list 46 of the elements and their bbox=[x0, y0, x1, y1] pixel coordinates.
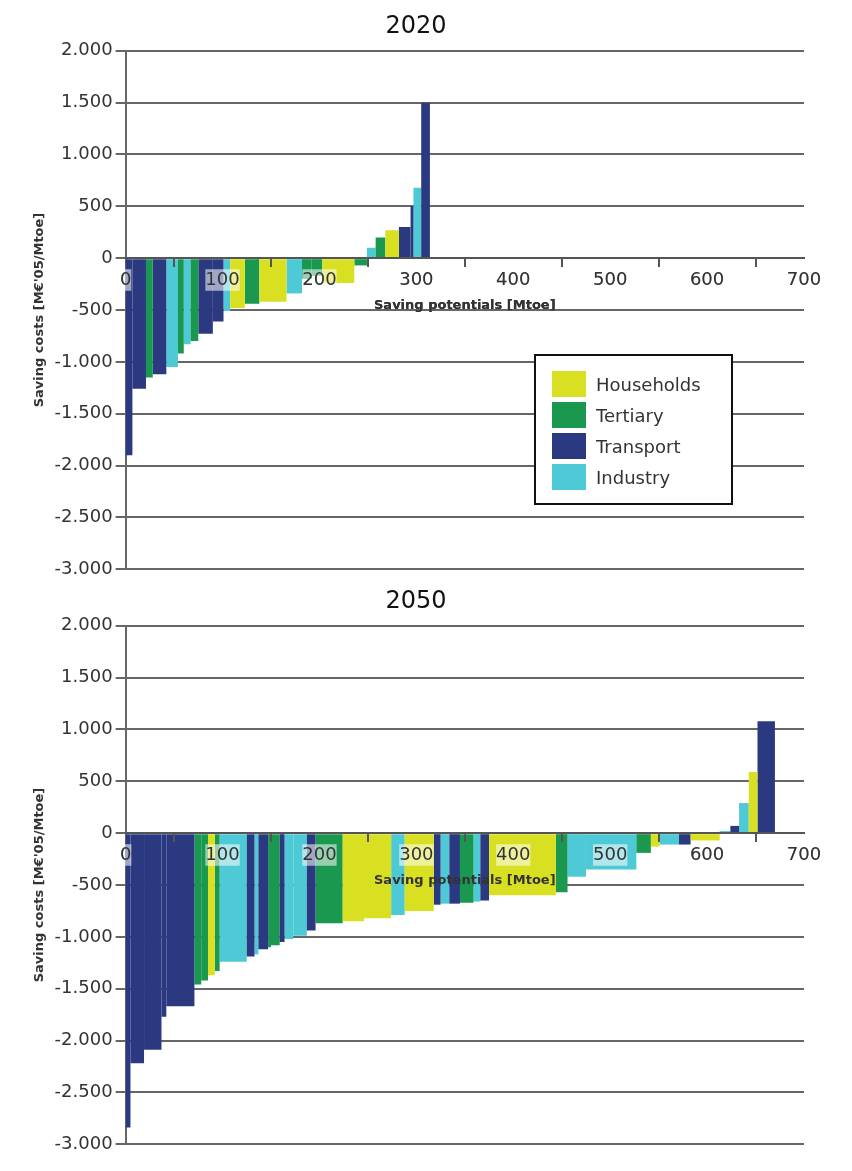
y-tick-label: 2.000 bbox=[61, 38, 113, 60]
x-tick-label: 600 bbox=[689, 267, 725, 289]
x-tick-label: 100 bbox=[205, 267, 240, 289]
x-tick-label: 0 bbox=[119, 842, 132, 864]
y-tick-label: -500 bbox=[71, 297, 113, 319]
y-tick-label: 2.000 bbox=[61, 613, 113, 635]
legend-label: Tertiary bbox=[596, 404, 664, 426]
y-tick-label: -2.000 bbox=[54, 453, 113, 475]
chart-title: 2020 bbox=[385, 10, 447, 39]
x-tick-label: 300 bbox=[399, 842, 434, 864]
y-tick-label: -1.500 bbox=[54, 401, 113, 423]
y-tick-label: 0 bbox=[101, 820, 113, 842]
y-tick-label: 500 bbox=[78, 768, 113, 790]
x-tick-label: 400 bbox=[496, 842, 531, 864]
legend-label: Households bbox=[596, 373, 701, 395]
y-tick-label: 1.000 bbox=[61, 142, 113, 164]
y-tick-label: -2.500 bbox=[54, 1080, 113, 1102]
x-tick-label: 500 bbox=[593, 267, 628, 289]
y-tick-label: -1.000 bbox=[54, 349, 113, 371]
y-tick-label: 1.000 bbox=[61, 717, 113, 739]
x-tick-label: 300 bbox=[399, 267, 434, 289]
x-tick-label: 200 bbox=[302, 842, 337, 864]
legend-label: Industry bbox=[596, 466, 671, 488]
y-tick-label: -2.500 bbox=[54, 505, 113, 527]
y-tick-label: 1.500 bbox=[61, 90, 113, 112]
y-tick-label: 0 bbox=[101, 245, 113, 267]
x-tick-label: 200 bbox=[302, 267, 337, 289]
y-tick-label: -3.000 bbox=[54, 556, 113, 578]
y-tick-label: -500 bbox=[71, 872, 113, 894]
legend-label: Transport bbox=[596, 435, 681, 457]
y-tick-label: -3.000 bbox=[54, 1131, 113, 1153]
x-tick-label: 600 bbox=[689, 842, 725, 864]
y-tick-label: 1.500 bbox=[61, 665, 113, 687]
y-tick-label: -1.500 bbox=[54, 976, 113, 998]
x-tick-label: 100 bbox=[205, 842, 240, 864]
x-tick-label: 700 bbox=[786, 267, 822, 289]
x-tick-label: 400 bbox=[496, 267, 531, 289]
x-tick-label: 500 bbox=[593, 842, 628, 864]
y-tick-label: 500 bbox=[78, 193, 113, 215]
chart-title: 2050 bbox=[385, 585, 447, 614]
x-axis-title: Saving potentials [Mtoe] bbox=[374, 296, 556, 312]
x-tick-label: 700 bbox=[786, 842, 822, 864]
y-axis-title: Saving costs [M€'05/Mtoe] bbox=[31, 212, 47, 408]
y-axis-title: Saving costs [M€'05/Mtoe] bbox=[31, 787, 47, 983]
y-tick-label: -1.000 bbox=[54, 924, 113, 946]
y-tick-label: -2.000 bbox=[54, 1028, 113, 1050]
